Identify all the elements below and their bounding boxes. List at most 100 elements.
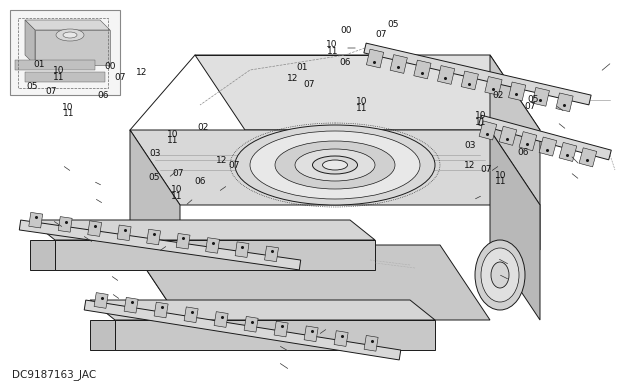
Text: 03: 03 <box>149 149 161 158</box>
Polygon shape <box>479 121 497 140</box>
Polygon shape <box>206 238 219 253</box>
Polygon shape <box>214 312 228 327</box>
Text: 07: 07 <box>480 165 492 174</box>
Polygon shape <box>334 331 348 346</box>
Polygon shape <box>84 300 401 360</box>
Text: 02: 02 <box>492 91 503 100</box>
Text: 11: 11 <box>171 191 182 201</box>
Polygon shape <box>461 71 479 90</box>
Text: 01: 01 <box>33 60 45 69</box>
Polygon shape <box>490 130 540 320</box>
Text: 11: 11 <box>167 136 178 146</box>
Polygon shape <box>115 320 435 350</box>
Text: 10: 10 <box>53 66 64 75</box>
Text: 10: 10 <box>326 40 337 49</box>
Text: 11: 11 <box>327 47 338 56</box>
Ellipse shape <box>491 262 509 288</box>
Polygon shape <box>508 82 526 101</box>
Polygon shape <box>25 20 35 65</box>
Ellipse shape <box>322 160 347 170</box>
Polygon shape <box>10 10 120 95</box>
Text: 05: 05 <box>27 81 38 91</box>
Polygon shape <box>184 307 198 323</box>
Text: 10: 10 <box>167 130 178 139</box>
Ellipse shape <box>312 156 358 174</box>
Polygon shape <box>485 76 502 95</box>
Text: 07: 07 <box>45 87 56 96</box>
Polygon shape <box>556 93 573 112</box>
Polygon shape <box>25 20 110 30</box>
Text: 12: 12 <box>216 156 228 165</box>
Polygon shape <box>55 240 375 270</box>
Text: 07: 07 <box>172 169 184 178</box>
Polygon shape <box>244 317 258 332</box>
Polygon shape <box>579 148 597 167</box>
Text: 05: 05 <box>148 173 159 182</box>
Ellipse shape <box>56 29 84 41</box>
Polygon shape <box>124 297 138 313</box>
Text: 01: 01 <box>297 63 308 72</box>
Polygon shape <box>15 60 95 70</box>
Polygon shape <box>176 234 190 249</box>
Ellipse shape <box>275 141 395 189</box>
Text: 07: 07 <box>376 30 387 39</box>
Text: 07: 07 <box>303 80 314 89</box>
Text: 07: 07 <box>525 102 536 111</box>
Polygon shape <box>490 55 540 250</box>
Polygon shape <box>30 220 375 240</box>
Text: 05: 05 <box>528 95 539 104</box>
Ellipse shape <box>250 131 420 199</box>
Text: 12: 12 <box>136 68 147 77</box>
Text: 03: 03 <box>464 141 476 151</box>
Polygon shape <box>117 225 131 240</box>
Polygon shape <box>499 126 516 146</box>
Text: 10: 10 <box>356 96 367 106</box>
Polygon shape <box>25 72 105 82</box>
Polygon shape <box>30 240 55 270</box>
Text: 11: 11 <box>63 109 74 119</box>
Polygon shape <box>19 220 301 270</box>
Ellipse shape <box>63 32 77 38</box>
Polygon shape <box>274 321 288 337</box>
Text: 12: 12 <box>287 74 298 83</box>
Text: 10: 10 <box>495 171 507 180</box>
Polygon shape <box>532 88 549 106</box>
Polygon shape <box>304 326 318 342</box>
Text: 06: 06 <box>194 177 205 186</box>
Polygon shape <box>364 335 378 351</box>
Polygon shape <box>130 130 180 320</box>
Ellipse shape <box>475 240 525 310</box>
Polygon shape <box>35 30 110 65</box>
Text: 06: 06 <box>517 148 528 157</box>
Polygon shape <box>235 242 249 257</box>
Polygon shape <box>58 217 72 232</box>
Text: 10: 10 <box>63 103 74 112</box>
Polygon shape <box>94 293 108 308</box>
Text: 06: 06 <box>98 91 109 100</box>
Polygon shape <box>130 130 540 205</box>
Polygon shape <box>29 212 43 228</box>
Ellipse shape <box>295 149 375 181</box>
Ellipse shape <box>235 125 435 205</box>
Polygon shape <box>154 302 168 318</box>
Text: 05: 05 <box>388 20 399 29</box>
Polygon shape <box>147 229 161 245</box>
Polygon shape <box>479 115 611 160</box>
Polygon shape <box>539 137 557 156</box>
Text: DC9187163_JAC: DC9187163_JAC <box>12 369 96 381</box>
Polygon shape <box>519 132 537 151</box>
Polygon shape <box>195 55 540 130</box>
Text: 11: 11 <box>53 73 64 82</box>
Polygon shape <box>438 66 454 84</box>
Polygon shape <box>364 43 591 105</box>
Polygon shape <box>265 246 278 262</box>
Text: 00: 00 <box>340 25 352 35</box>
Text: 10: 10 <box>171 185 182 194</box>
Polygon shape <box>88 221 102 236</box>
Ellipse shape <box>481 248 519 302</box>
Polygon shape <box>130 245 490 320</box>
Polygon shape <box>90 320 115 350</box>
Polygon shape <box>90 300 435 320</box>
Text: 06: 06 <box>340 58 351 67</box>
Text: 07: 07 <box>114 73 125 82</box>
